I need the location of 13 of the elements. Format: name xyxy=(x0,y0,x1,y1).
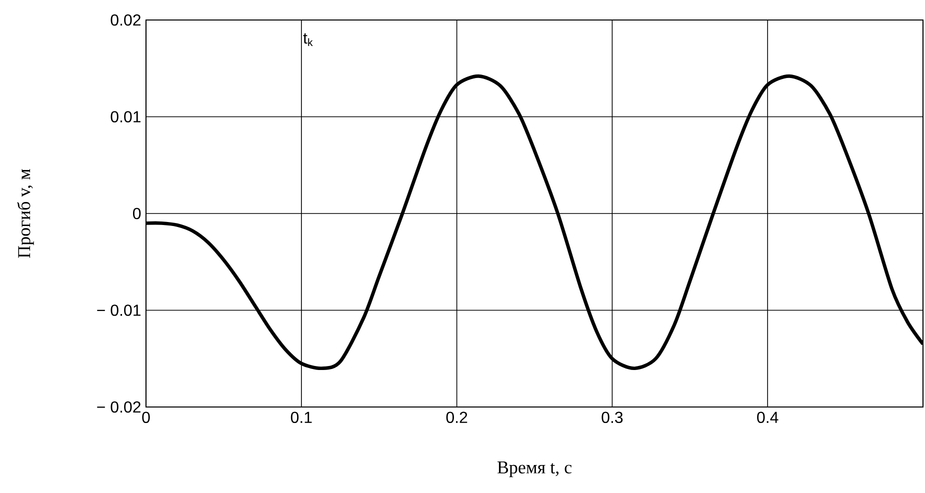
x-tick-label: 0 xyxy=(142,412,150,424)
y-tick-label: − 0.01 xyxy=(97,304,140,316)
x-tick-label: 0.4 xyxy=(757,412,778,424)
x-axis-title: Время t, c xyxy=(497,462,572,478)
y-tick-label: − 0.02 xyxy=(97,401,140,413)
y-tick-label: 0 xyxy=(133,208,141,220)
y-tick-label: 0.02 xyxy=(110,14,140,26)
x-tick-label: 0.3 xyxy=(602,412,623,424)
y-axis-title: Прогиб v, м xyxy=(17,168,34,258)
x-tick-label: 0.2 xyxy=(446,412,468,424)
annotation: t$_{k}$ xyxy=(303,33,313,46)
x-tick-label: 0.1 xyxy=(290,412,312,424)
y-tick-label: 0.01 xyxy=(110,111,141,122)
